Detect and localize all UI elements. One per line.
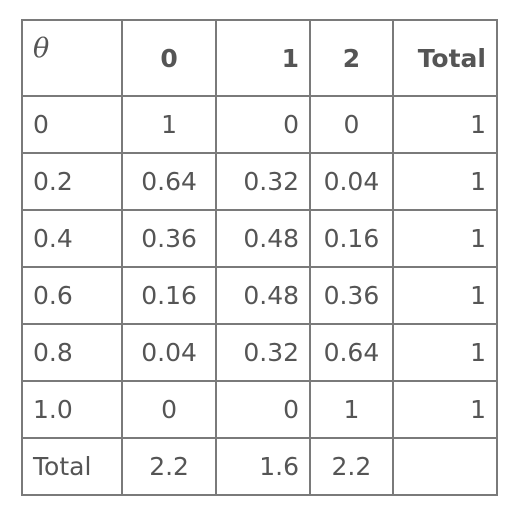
table-total-row: Total 2.2 1.6 2.2 <box>20 437 499 496</box>
cell-1: 0 <box>215 95 312 154</box>
probability-table: θ 0 1 2 Total 0 1 0 0 1 0.2 0.64 0.32 0.… <box>20 19 499 496</box>
cell-0: 2.2 <box>121 437 218 496</box>
table-row: 0.4 0.36 0.48 0.16 1 <box>20 209 499 268</box>
cell-0: 0.16 <box>121 266 218 325</box>
cell-1: 0.48 <box>215 266 312 325</box>
cell-total: 1 <box>391 266 499 325</box>
cell-2: 1 <box>309 380 394 439</box>
cell-total: 1 <box>391 380 499 439</box>
cell-theta: 0.4 <box>20 209 124 268</box>
cell-2: 0.64 <box>309 323 394 382</box>
table-row: 0.2 0.64 0.32 0.04 1 <box>20 152 499 211</box>
cell-0: 0.04 <box>121 323 218 382</box>
cell-total <box>391 437 499 496</box>
cell-2: 0.04 <box>309 152 394 211</box>
header-theta: θ <box>20 19 124 97</box>
header-2: 2 <box>309 19 394 97</box>
cell-2: 0 <box>309 95 394 154</box>
cell-theta: 0.6 <box>20 266 124 325</box>
table-row: 1.0 0 0 1 1 <box>20 380 499 439</box>
cell-2: 0.36 <box>309 266 394 325</box>
cell-theta: Total <box>20 437 124 496</box>
table-row: 0.6 0.16 0.48 0.36 1 <box>20 266 499 325</box>
cell-total: 1 <box>391 95 499 154</box>
table-row: 0.8 0.04 0.32 0.64 1 <box>20 323 499 382</box>
cell-2: 2.2 <box>309 437 394 496</box>
cell-theta: 0.8 <box>20 323 124 382</box>
header-total: Total <box>391 19 499 97</box>
cell-0: 1 <box>121 95 218 154</box>
cell-0: 0 <box>121 380 218 439</box>
cell-0: 0.36 <box>121 209 218 268</box>
cell-total: 1 <box>391 209 499 268</box>
cell-1: 0.48 <box>215 209 312 268</box>
theta-symbol: θ <box>33 33 50 64</box>
table-row: 0 1 0 0 1 <box>20 95 499 154</box>
cell-total: 1 <box>391 152 499 211</box>
table-header-row: θ 0 1 2 Total <box>20 19 499 97</box>
header-0: 0 <box>121 19 218 97</box>
cell-theta: 0 <box>20 95 124 154</box>
cell-1: 0.32 <box>215 323 312 382</box>
cell-0: 0.64 <box>121 152 218 211</box>
header-1: 1 <box>215 19 312 97</box>
cell-1: 0.32 <box>215 152 312 211</box>
cell-1: 1.6 <box>215 437 312 496</box>
cell-theta: 0.2 <box>20 152 124 211</box>
cell-total: 1 <box>391 323 499 382</box>
cell-2: 0.16 <box>309 209 394 268</box>
cell-theta: 1.0 <box>20 380 124 439</box>
cell-1: 0 <box>215 380 312 439</box>
